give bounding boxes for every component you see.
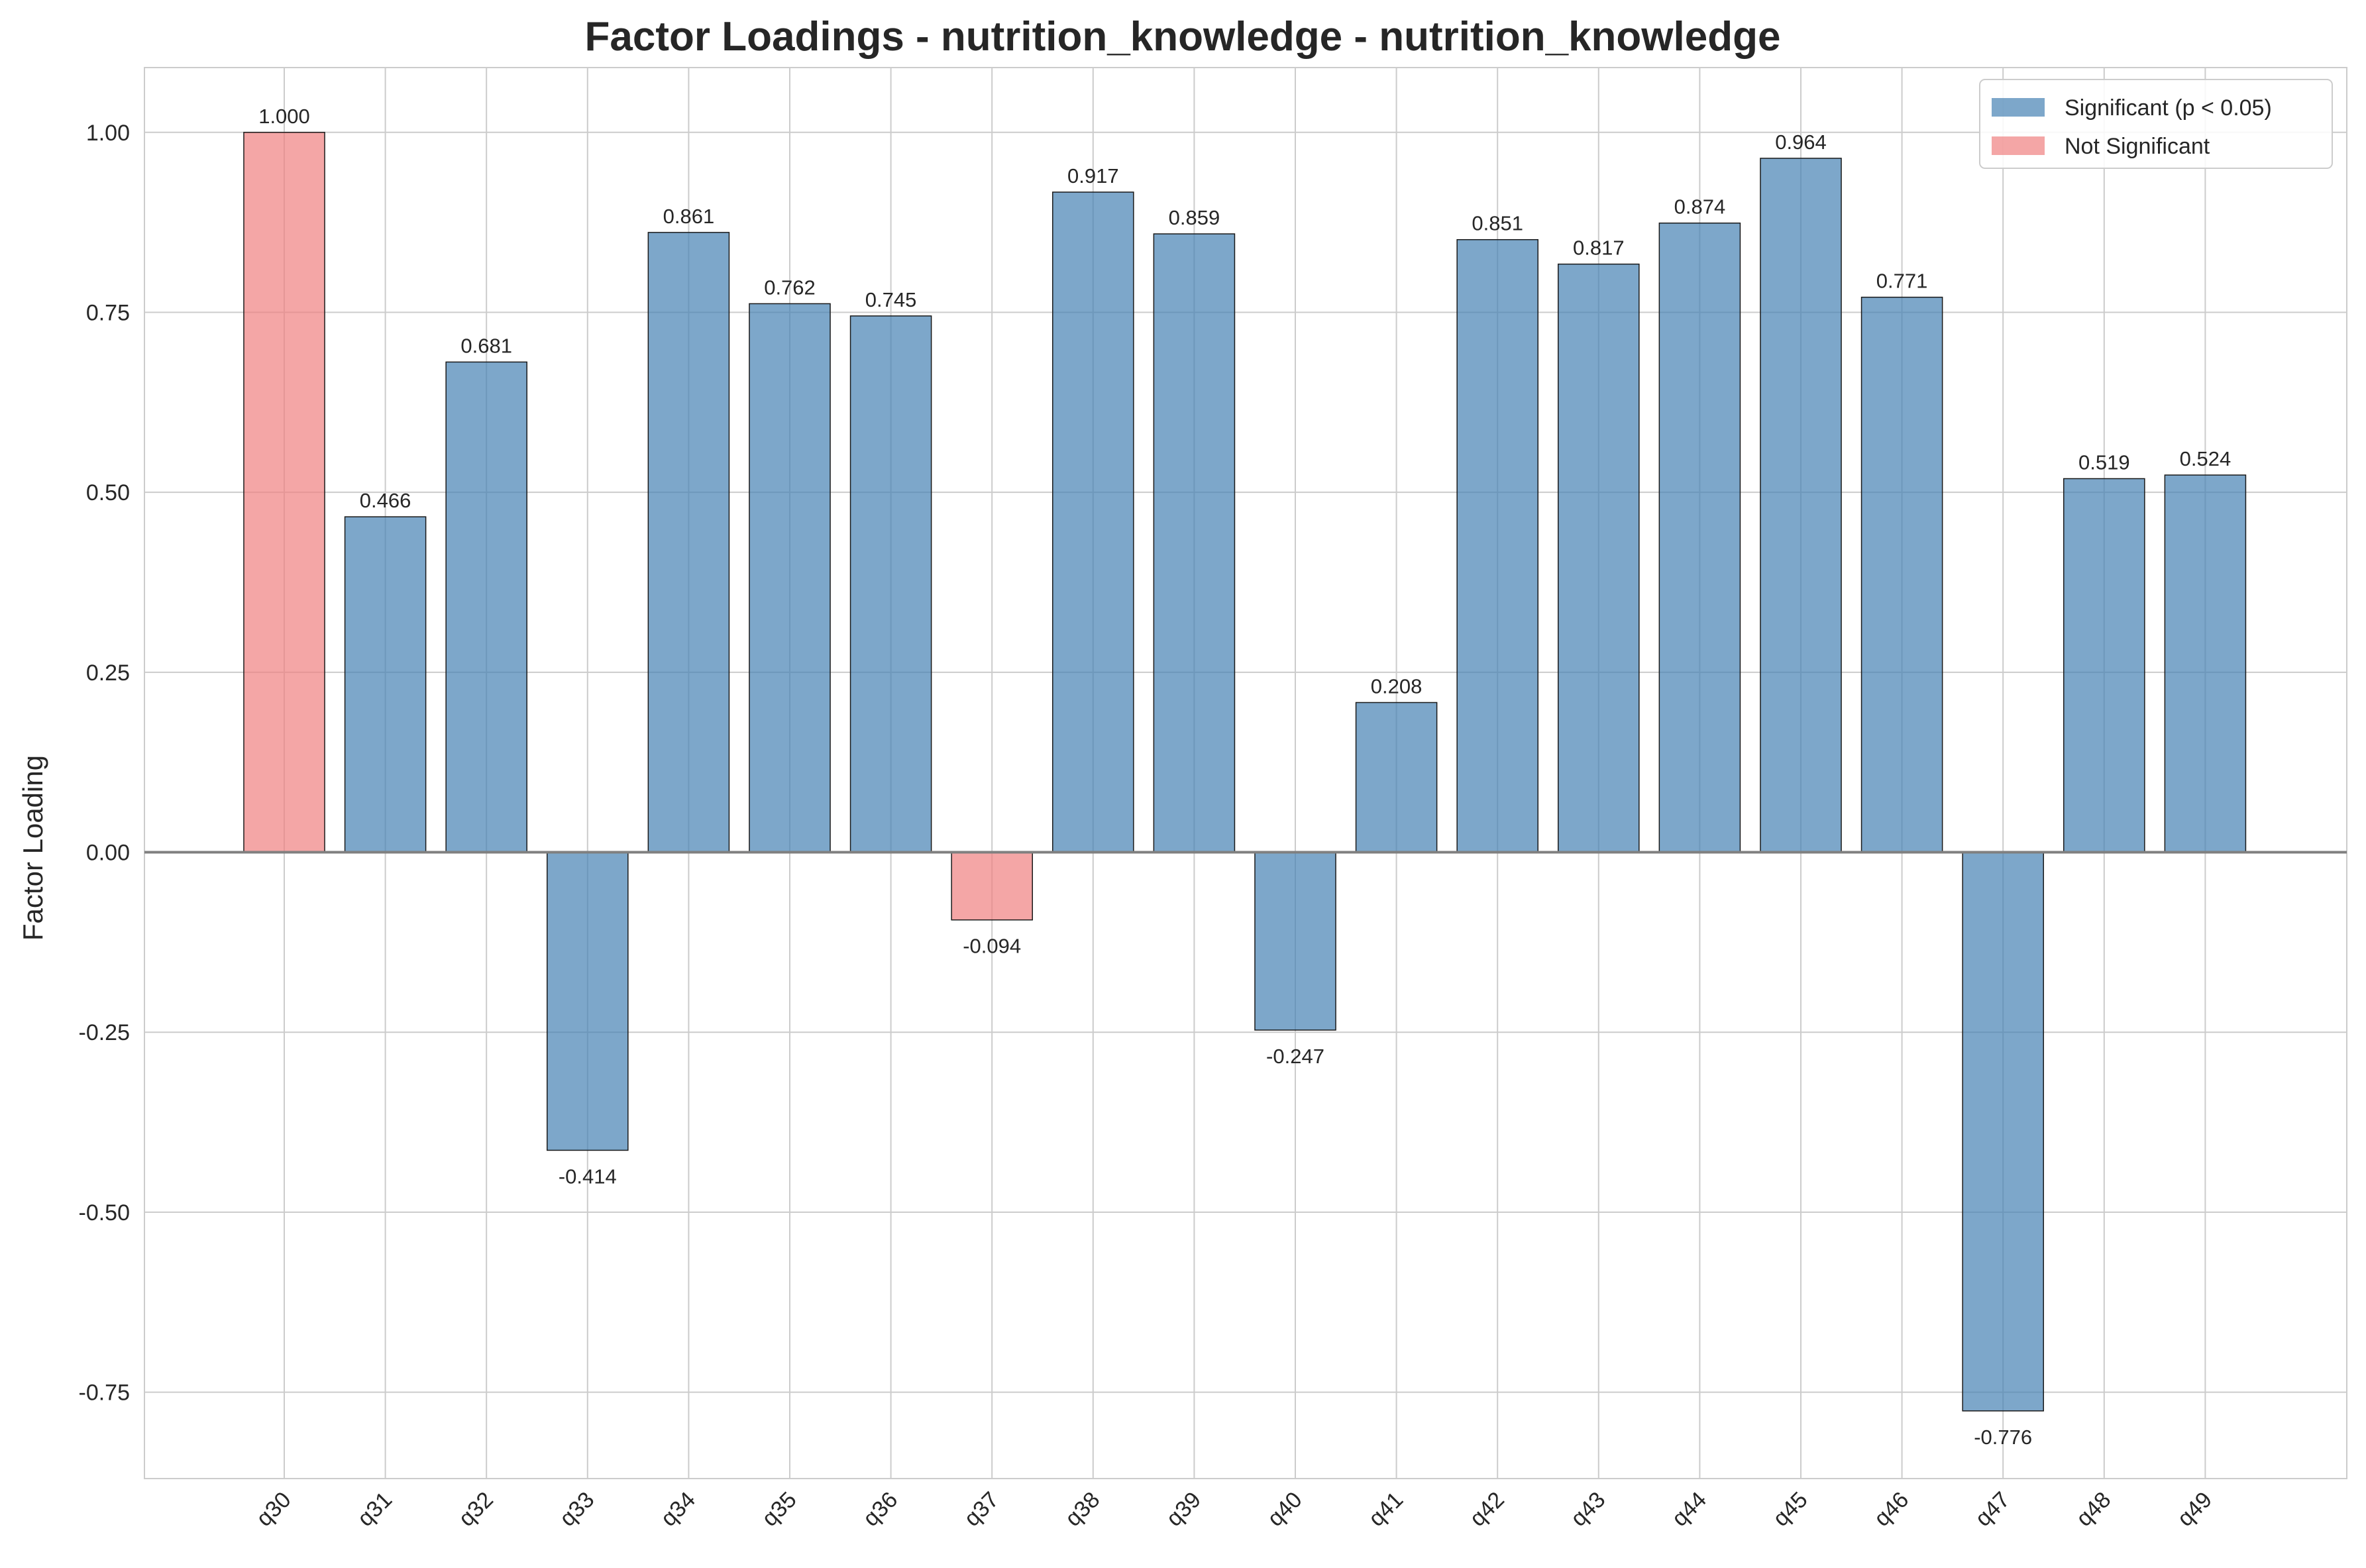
bar-value-label: 0.859 — [1169, 206, 1220, 229]
bar-q37 — [951, 851, 1033, 921]
bar-q48 — [2063, 478, 2145, 853]
bar-q39 — [1153, 233, 1236, 853]
bar-q31 — [344, 516, 427, 853]
bar-q36 — [849, 315, 932, 853]
y-tick-label: 0.25 — [86, 660, 130, 686]
plot-area: -0.75 -0.50 -0.25 0.00 0.25 0.50 0.75 1.00 q30 q3… — [79, 67, 2347, 1532]
bar-value-label: 0.519 — [2078, 451, 2130, 474]
bar-value-label: 0.762 — [764, 276, 816, 299]
x-tick-label: q36 — [858, 1487, 902, 1532]
bar-value-label: 0.771 — [1876, 270, 1928, 293]
bar-value-label: 0.817 — [1573, 236, 1625, 260]
x-tick-label: q48 — [2071, 1487, 2116, 1532]
bar-value-label: -0.414 — [559, 1165, 617, 1188]
bar-value-label: 0.861 — [663, 205, 715, 228]
x-tick-label: q39 — [1161, 1487, 1206, 1532]
x-tick-label: q35 — [757, 1487, 802, 1532]
bar-q44 — [1658, 222, 1741, 853]
bar-value-label: -0.776 — [1974, 1426, 2032, 1449]
legend: Significant (p < 0.05) Not Significant — [1979, 79, 2333, 169]
y-axis-label: Factor Loading — [17, 755, 48, 941]
bar-value-label: 0.964 — [1775, 131, 1827, 154]
x-tick-label: q38 — [1060, 1487, 1104, 1532]
bar-q30 — [243, 132, 325, 853]
bar-q38 — [1052, 191, 1134, 853]
bar-value-label: 0.208 — [1371, 675, 1423, 698]
x-tick-label: q49 — [2173, 1487, 2217, 1532]
x-tick-label: q44 — [1667, 1487, 1711, 1532]
y-tick-label: -0.75 — [79, 1381, 131, 1406]
bar-value-label: 1.000 — [258, 105, 310, 128]
bar-q33 — [547, 851, 629, 1151]
bar-q46 — [1860, 296, 1943, 853]
x-tick-label: q34 — [656, 1487, 700, 1532]
chart-title: Factor Loadings - nutrition_knowledge - … — [585, 14, 1781, 60]
x-tick-label: q32 — [454, 1487, 498, 1532]
y-tick-label: 0.00 — [86, 841, 130, 866]
bar-q35 — [749, 303, 831, 853]
y-tick-label: -0.25 — [79, 1020, 131, 1045]
bar-value-label: 0.851 — [1472, 212, 1523, 235]
bar-q32 — [445, 361, 527, 853]
y-tick-label: 1.00 — [86, 121, 130, 146]
bar-value-label: -0.247 — [1266, 1045, 1324, 1068]
bar-q34 — [647, 232, 730, 853]
legend-box — [1979, 79, 2333, 169]
y-tick-label: 0.75 — [86, 300, 130, 325]
bar-value-label: 0.681 — [460, 334, 512, 357]
x-tick-label: q31 — [352, 1487, 397, 1532]
bar-q40 — [1254, 851, 1336, 1031]
x-tick-label: q46 — [1869, 1487, 1913, 1532]
x-tick-label: q33 — [555, 1487, 599, 1532]
x-tick-label: q42 — [1465, 1487, 1509, 1532]
y-tick-label: -0.50 — [79, 1200, 131, 1226]
x-tick-label: q40 — [1263, 1487, 1307, 1532]
y-tick-label: 0.50 — [86, 480, 130, 505]
x-tick-label: q45 — [1768, 1487, 1813, 1532]
bar-value-label: -0.094 — [963, 935, 1021, 958]
bar-q41 — [1355, 702, 1438, 853]
bar-q49 — [2164, 474, 2247, 853]
bar-q45 — [1760, 158, 1842, 853]
x-tick-label: q37 — [959, 1487, 1004, 1532]
bar-q42 — [1456, 238, 1538, 853]
legend-swatch — [1992, 98, 2045, 117]
x-tick-label: q47 — [1970, 1487, 2015, 1532]
bar-value-label: 0.745 — [865, 288, 917, 311]
bar-q43 — [1558, 263, 1640, 853]
legend-label: Significant (p < 0.05) — [2065, 95, 2272, 121]
x-tick-label: q43 — [1566, 1487, 1610, 1532]
bar-value-label: 0.917 — [1067, 164, 1119, 187]
legend-label: Not Significant — [2065, 134, 2210, 159]
x-tick-label: q30 — [252, 1487, 296, 1532]
bar-value-label: 0.466 — [360, 489, 411, 512]
bar-value-label: 0.524 — [2180, 447, 2232, 470]
bar-value-label: 0.874 — [1674, 195, 1726, 219]
x-tick-label: q41 — [1364, 1487, 1408, 1532]
bar-q47 — [1962, 851, 2044, 1412]
legend-swatch — [1992, 136, 2045, 155]
